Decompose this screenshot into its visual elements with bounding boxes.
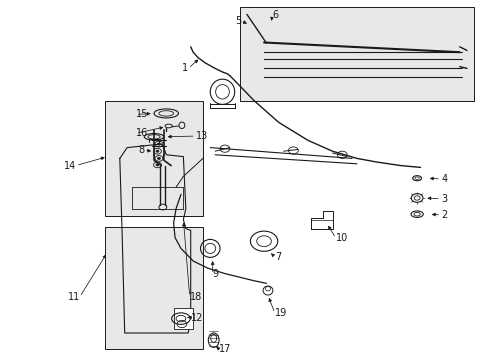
Text: 5: 5 [234,15,241,26]
Text: 13: 13 [195,131,207,141]
Text: 11: 11 [67,292,80,302]
Text: 17: 17 [219,344,231,354]
Bar [105,227,203,349]
Text: 6: 6 [272,10,278,21]
Circle shape [157,157,160,159]
Text: 3: 3 [440,194,447,204]
Bar [173,308,193,329]
Text: 12: 12 [190,312,203,323]
Bar [105,101,203,216]
Text: 19: 19 [274,308,286,318]
Text: 7: 7 [275,252,281,262]
Text: 16: 16 [136,128,148,138]
Bar [239,7,473,101]
Circle shape [156,164,159,166]
Text: 15: 15 [136,109,148,120]
Text: 10: 10 [335,233,347,243]
Text: 14: 14 [63,161,76,171]
Circle shape [156,150,159,152]
Text: 2: 2 [440,210,447,220]
Text: 4: 4 [440,174,447,184]
Circle shape [157,143,160,145]
Text: 8: 8 [138,145,144,156]
Text: 18: 18 [189,292,202,302]
Text: 9: 9 [212,269,219,279]
Text: 1: 1 [182,63,188,73]
